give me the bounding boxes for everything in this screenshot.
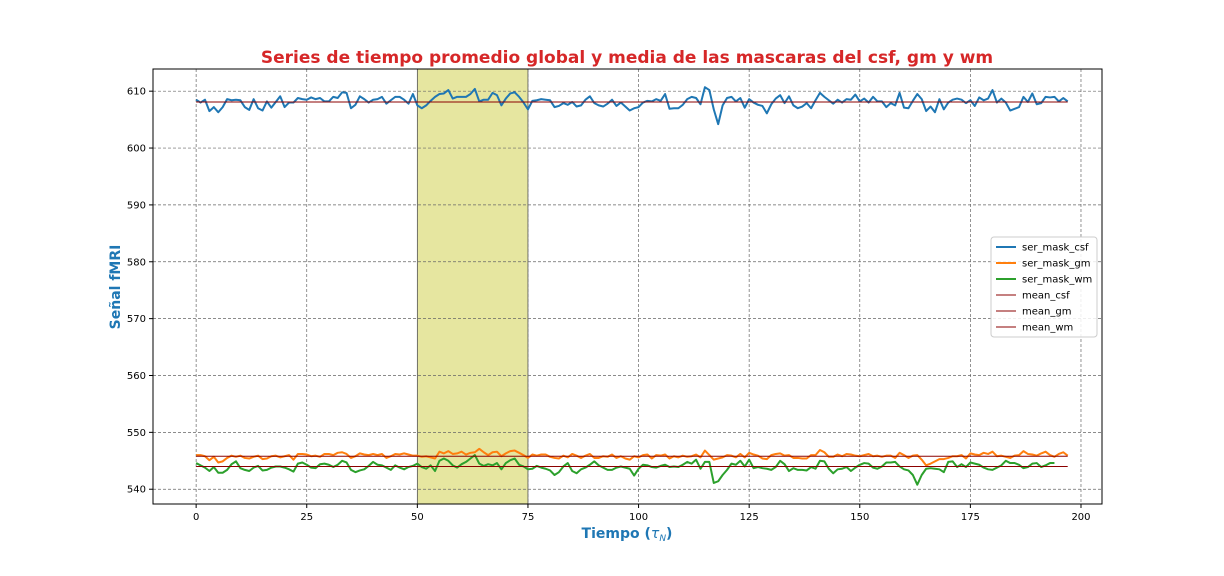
y-tick-label: 560 bbox=[127, 371, 146, 382]
x-tick-label: 150 bbox=[850, 512, 869, 523]
plot-area bbox=[153, 69, 1102, 504]
legend-label-mean-gm: mean_gm bbox=[1022, 307, 1071, 318]
series-line-ser-mask-csf bbox=[195, 86, 1069, 126]
legend-label-mean-wm: mean_wm bbox=[1022, 323, 1073, 334]
x-tick-label: 200 bbox=[1071, 512, 1090, 523]
x-tick-label: 125 bbox=[740, 512, 759, 523]
y-tick-label: 540 bbox=[127, 485, 146, 496]
x-tick-label: 50 bbox=[411, 512, 424, 523]
series-line-ser-mask-wm bbox=[195, 454, 1055, 486]
y-tick-label: 600 bbox=[127, 144, 146, 155]
y-tick-label: 590 bbox=[127, 200, 146, 211]
x-tick-label: 0 bbox=[193, 512, 199, 523]
legend-box bbox=[990, 236, 1098, 338]
axes-frame bbox=[152, 68, 1103, 505]
y-tick-label: 570 bbox=[127, 314, 146, 325]
x-tick-label: 25 bbox=[300, 512, 313, 523]
x-axis-label: Tiempo (τN) bbox=[582, 526, 673, 544]
x-tick-label: 100 bbox=[629, 512, 648, 523]
highlight-region bbox=[417, 69, 528, 504]
y-tick-label: 550 bbox=[127, 428, 146, 439]
legend-label-ser-mask-csf: ser_mask_csf bbox=[1022, 243, 1089, 254]
legend-label-ser-mask-wm: ser_mask_wm bbox=[1022, 275, 1092, 286]
series-line-ser-mask-gm bbox=[196, 447, 1069, 467]
y-axis-label: Señal fMRI bbox=[108, 245, 124, 330]
x-tick-label: 75 bbox=[522, 512, 535, 523]
legend-label-ser-mask-gm: ser_mask_gm bbox=[1022, 259, 1090, 270]
y-tick-label: 580 bbox=[127, 257, 146, 268]
chart-title: Series de tiempo promedio global y media… bbox=[261, 48, 993, 68]
legend-label-mean-csf: mean_csf bbox=[1022, 291, 1070, 302]
y-tick-label: 610 bbox=[127, 87, 146, 98]
x-tick-label: 175 bbox=[961, 512, 980, 523]
axes: 0 25 50 75 100 125 150 175 200 540 550 560 570 580 590… bbox=[127, 68, 1103, 523]
legend: ser_mask_csf ser_mask_gm ser_mask_wm mean_c… bbox=[990, 236, 1098, 338]
